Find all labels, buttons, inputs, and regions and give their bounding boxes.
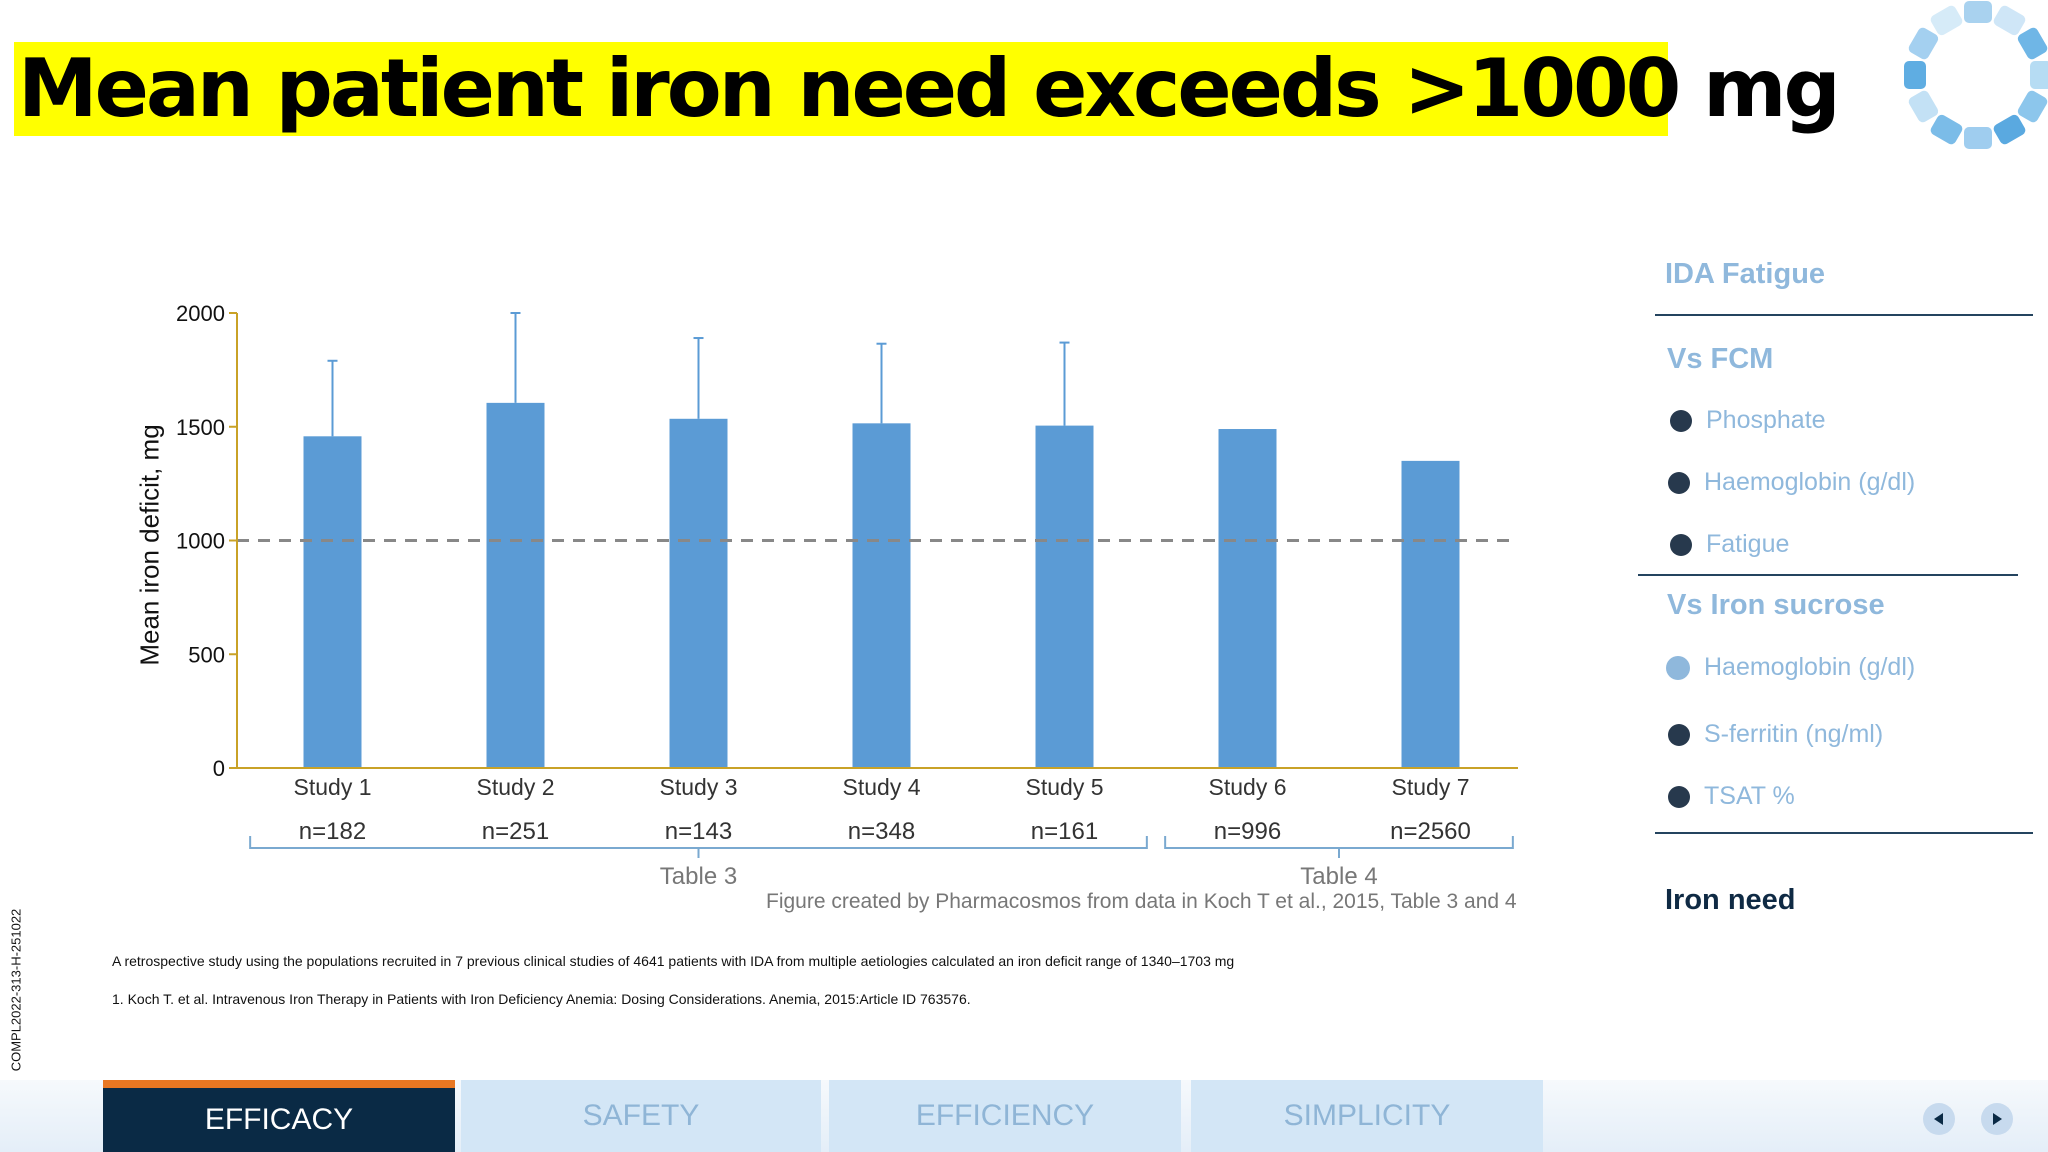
sidebar-divider bbox=[1655, 832, 2033, 834]
bar bbox=[1035, 425, 1094, 768]
sidebar-divider bbox=[1655, 314, 2033, 316]
bullet-icon bbox=[1668, 723, 1690, 746]
y-tick-label: 2000 bbox=[176, 301, 225, 326]
x-tick-label: Study 6 bbox=[1209, 774, 1287, 800]
sidebar-item-haemoglobin-fcm[interactable]: Haemoglobin (g/dl) bbox=[1668, 468, 1915, 497]
next-slide-button[interactable] bbox=[1981, 1103, 2013, 1135]
sample-size-label: n=348 bbox=[848, 818, 915, 845]
bar bbox=[1401, 460, 1460, 768]
company-logo-icon bbox=[1904, 1, 2048, 149]
bullet-active-icon bbox=[1666, 655, 1690, 680]
group-label: Table 4 bbox=[1300, 863, 1377, 890]
sidebar-item-label: Fatigue bbox=[1706, 530, 1790, 558]
sidebar-item-ida-fatigue[interactable]: IDA Fatigue bbox=[1665, 258, 1826, 290]
sidebar-heading-vs-fcm[interactable]: Vs FCM bbox=[1667, 343, 1774, 375]
sample-size-label: n=2560 bbox=[1390, 818, 1471, 845]
sidebar-item-fatigue[interactable]: Fatigue bbox=[1670, 530, 1789, 559]
footnote-summary: A retrospective study using the populati… bbox=[112, 953, 1235, 969]
y-tick-label: 0 bbox=[213, 756, 225, 781]
sidebar-item-label: TSAT % bbox=[1704, 782, 1795, 810]
sample-size-label: n=182 bbox=[299, 818, 366, 845]
bullet-icon bbox=[1670, 409, 1692, 432]
x-tick-label: Study 2 bbox=[477, 774, 555, 800]
bar bbox=[852, 423, 911, 768]
tab-efficacy[interactable]: EFFICACY bbox=[103, 1080, 455, 1152]
sidebar-item-haemoglobin-sucrose[interactable]: Haemoglobin (g/dl) bbox=[1666, 653, 1915, 682]
y-tick-label: 1500 bbox=[176, 415, 225, 440]
sidebar-item-tsat[interactable]: TSAT % bbox=[1668, 782, 1795, 811]
tab-safety[interactable]: SAFETY bbox=[461, 1080, 821, 1152]
y-tick-label: 1000 bbox=[176, 529, 225, 554]
sample-size-label: n=251 bbox=[482, 818, 549, 845]
bar bbox=[1218, 429, 1277, 768]
group-bracket bbox=[1164, 836, 1514, 858]
document-code: COMPL2022-313-H-251022 bbox=[8, 908, 24, 1072]
y-tick-label: 500 bbox=[188, 642, 225, 667]
x-tick-label: Study 4 bbox=[843, 774, 921, 800]
bullet-icon bbox=[1668, 785, 1690, 808]
bar bbox=[669, 418, 728, 768]
previous-slide-button[interactable] bbox=[1923, 1103, 1955, 1135]
iron-deficit-bar-chart: 0 500 1000 1500 2000 Study 1 n=182 Study 2 n=251… bbox=[176, 301, 1518, 890]
sidebar-item-iron-need[interactable]: Iron need bbox=[1665, 884, 1796, 916]
arrow-right-icon bbox=[1993, 1113, 2002, 1125]
bullet-icon bbox=[1668, 471, 1690, 494]
x-tick-label: Study 1 bbox=[294, 774, 372, 800]
title-highlight: Mean patient iron need exceeds >1000 mg bbox=[14, 42, 1841, 136]
bar bbox=[303, 436, 362, 768]
tab-simplicity[interactable]: SIMPLICITY bbox=[1191, 1080, 1543, 1152]
x-tick-label: Study 5 bbox=[1026, 774, 1104, 800]
sidebar-item-label: Phosphate bbox=[1706, 406, 1826, 434]
bar bbox=[486, 402, 545, 768]
group-label: Table 3 bbox=[660, 863, 737, 890]
tab-efficiency[interactable]: EFFICIENCY bbox=[829, 1080, 1181, 1152]
sample-size-label: n=161 bbox=[1031, 818, 1098, 845]
footnote-reference: 1. Koch T. et al. Intravenous Iron Thera… bbox=[112, 991, 971, 1007]
sidebar-heading-vs-iron-sucrose[interactable]: Vs Iron sucrose bbox=[1667, 589, 1885, 621]
sidebar-item-label: Haemoglobin (g/dl) bbox=[1704, 653, 1916, 681]
arrow-left-icon bbox=[1934, 1113, 1943, 1125]
page-title: Mean patient iron need exceeds >1000 mg bbox=[18, 42, 1841, 135]
bottom-nav: EFFICACY SAFETY EFFICIENCY SIMPLICITY bbox=[0, 1080, 2048, 1152]
sample-size-label: n=996 bbox=[1214, 818, 1281, 845]
sidebar-item-s-ferritin[interactable]: S-ferritin (ng/ml) bbox=[1668, 720, 1883, 749]
bullet-icon bbox=[1670, 533, 1692, 556]
x-tick-label: Study 7 bbox=[1392, 774, 1470, 800]
group-bracket bbox=[249, 836, 1148, 858]
sidebar-item-label: S-ferritin (ng/ml) bbox=[1704, 720, 1884, 748]
sample-size-label: n=143 bbox=[665, 818, 732, 845]
sidebar-item-phosphate[interactable]: Phosphate bbox=[1670, 406, 1826, 435]
sidebar-item-label: Haemoglobin (g/dl) bbox=[1704, 468, 1916, 496]
chart-caption: Figure created by Pharmacosmos from data… bbox=[766, 890, 1517, 913]
x-tick-label: Study 3 bbox=[660, 774, 738, 800]
sidebar-divider bbox=[1638, 574, 2018, 576]
